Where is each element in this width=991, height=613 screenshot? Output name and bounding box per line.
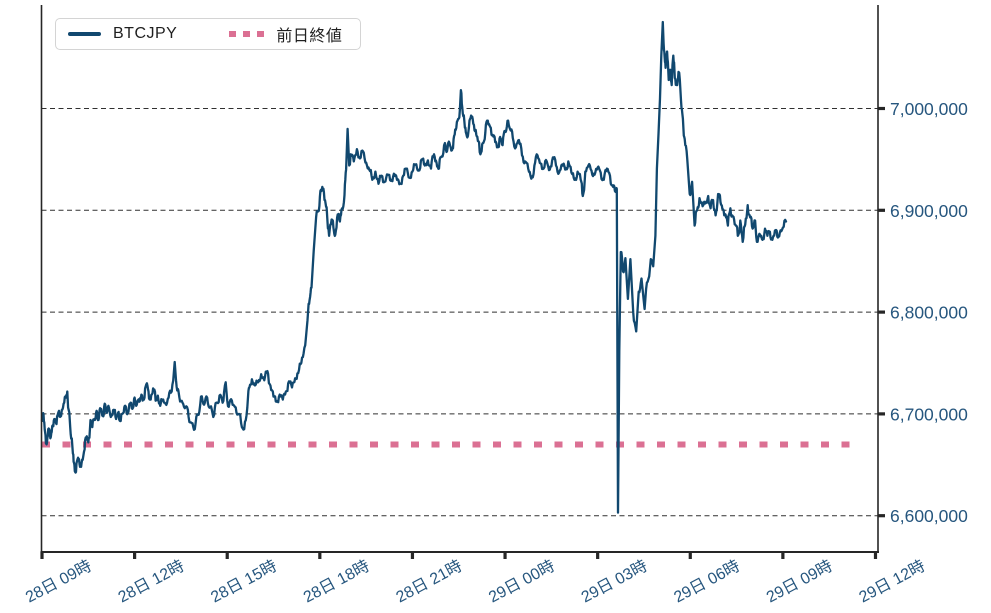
x-tick-label: 29日 12時 xyxy=(856,557,928,607)
x-tick-label: 29日 03時 xyxy=(578,557,650,607)
x-tick-label: 29日 06時 xyxy=(671,557,743,607)
legend-label-btcjpy: BTCJPY xyxy=(113,25,178,42)
legend-label-prev-close: 前日終値 xyxy=(276,28,343,45)
x-tick-label: 29日 00時 xyxy=(486,557,558,607)
x-tick-label: 29日 09時 xyxy=(764,557,836,607)
y-tick-label: 7,000,000 xyxy=(890,99,968,119)
legend-item-btcjpy: BTCJPY xyxy=(68,25,177,43)
x-tick-label: 28日 18時 xyxy=(300,557,372,607)
btcjpy-line xyxy=(40,20,788,514)
x-tick-label: 28日 15時 xyxy=(208,557,280,607)
y-tick-label: 6,700,000 xyxy=(890,404,968,424)
legend: BTCJPY 前日終値 xyxy=(55,18,362,50)
legend-item-prev-close: 前日終値 xyxy=(229,22,342,46)
btcjpy-line-swatch xyxy=(68,32,101,36)
prev-close-dotted-swatch xyxy=(229,31,265,37)
x-tick-label: 28日 12時 xyxy=(115,557,187,607)
y-tick-label: 6,800,000 xyxy=(890,303,968,323)
y-tick-label: 6,600,000 xyxy=(890,506,968,526)
x-tick-label: 28日 09時 xyxy=(23,557,95,607)
x-tick-label: 28日 21時 xyxy=(393,557,465,607)
y-tick-label: 6,900,000 xyxy=(890,201,968,221)
